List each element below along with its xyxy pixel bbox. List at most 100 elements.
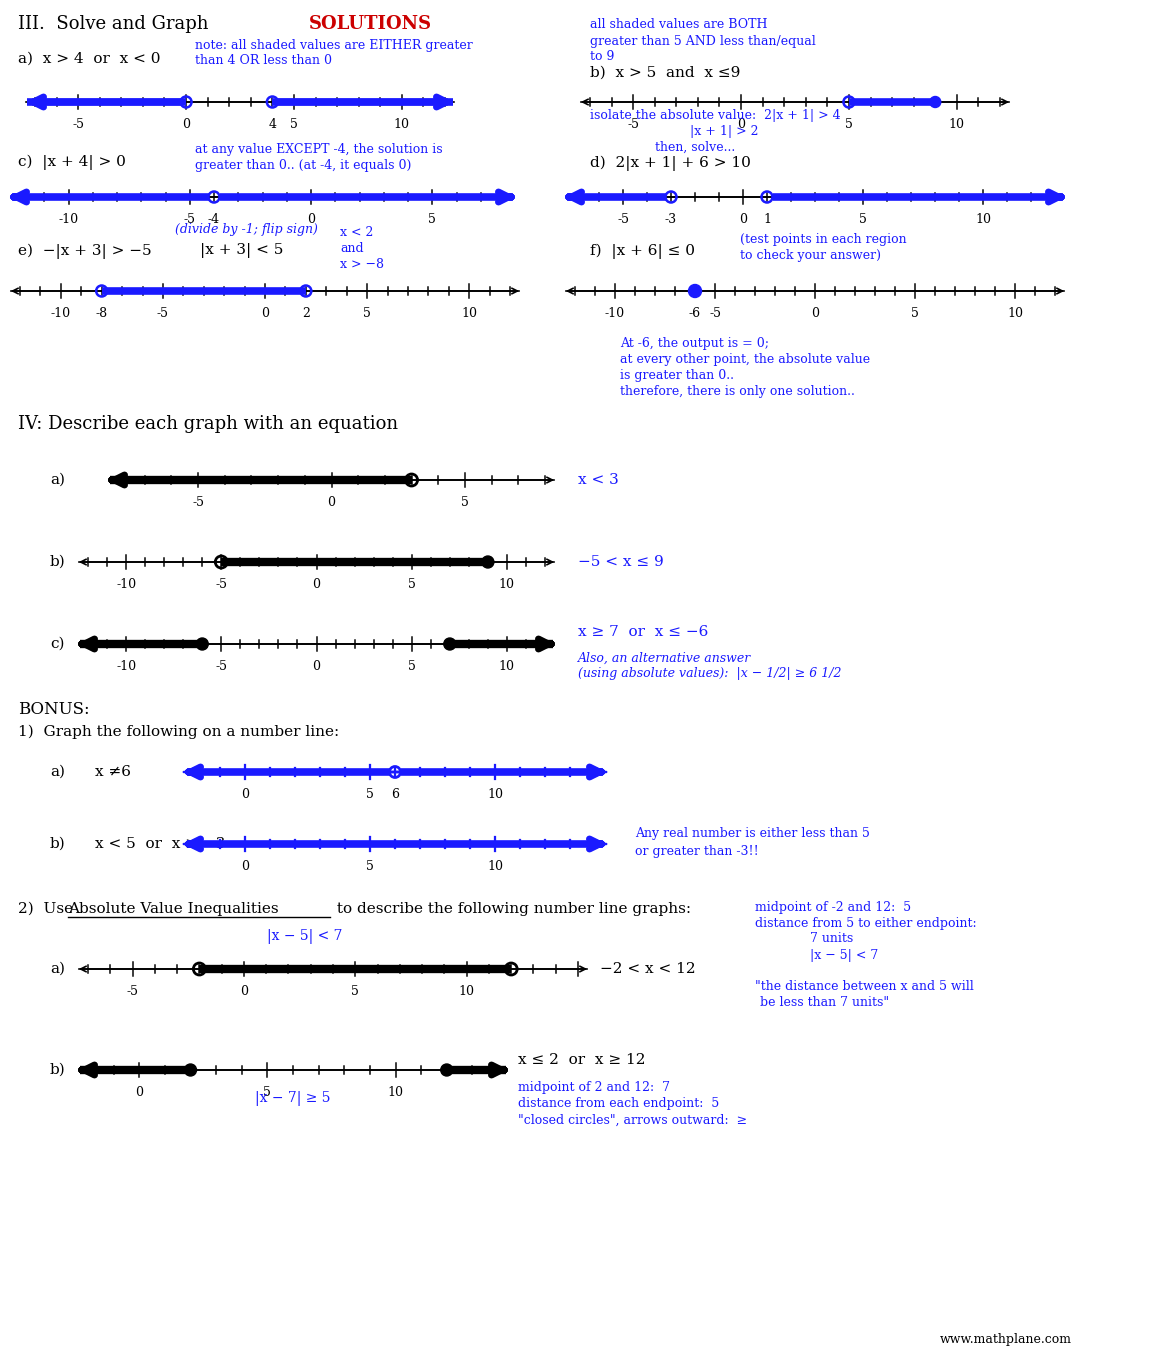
Text: distance from each endpoint:  5: distance from each endpoint: 5 xyxy=(518,1098,720,1110)
Text: than 4 OR less than 0: than 4 OR less than 0 xyxy=(196,54,332,68)
Text: -4: -4 xyxy=(208,212,220,226)
Text: 10: 10 xyxy=(1007,306,1023,320)
Text: SOLUTIONS: SOLUTIONS xyxy=(309,15,432,33)
Text: 10: 10 xyxy=(458,985,474,998)
Circle shape xyxy=(197,637,208,650)
Text: 0: 0 xyxy=(312,577,320,591)
Text: -10: -10 xyxy=(59,212,79,226)
Text: |x + 1| > 2: |x + 1| > 2 xyxy=(690,124,759,138)
Text: 10: 10 xyxy=(388,1086,404,1099)
Text: -10: -10 xyxy=(116,661,137,673)
Text: At -6, the output is = 0;: At -6, the output is = 0; xyxy=(620,336,769,350)
Text: a): a) xyxy=(50,962,65,977)
Text: 1)  Graph the following on a number line:: 1) Graph the following on a number line: xyxy=(19,725,339,740)
Text: -10: -10 xyxy=(605,306,625,320)
Text: (test points in each region: (test points in each region xyxy=(740,233,907,245)
Text: -10: -10 xyxy=(116,577,137,591)
Text: e)  −|x + 3| > −5: e) −|x + 3| > −5 xyxy=(19,244,152,259)
Text: 10: 10 xyxy=(499,661,515,673)
Text: x ≠6: x ≠6 xyxy=(95,765,131,779)
Text: 5: 5 xyxy=(363,306,371,320)
Text: 6: 6 xyxy=(391,789,399,801)
Text: then, solve...: then, solve... xyxy=(655,140,735,154)
Text: 0: 0 xyxy=(312,661,320,673)
Text: 0: 0 xyxy=(739,212,747,226)
Text: 5: 5 xyxy=(290,118,297,131)
Text: 0: 0 xyxy=(135,1086,143,1099)
Text: 0: 0 xyxy=(239,985,248,998)
Circle shape xyxy=(184,1064,197,1076)
Text: all shaded values are BOTH: all shaded values are BOTH xyxy=(590,19,767,31)
Text: 10: 10 xyxy=(487,859,503,873)
Text: a): a) xyxy=(50,765,65,779)
Text: greater than 0.. (at -4, it equals 0): greater than 0.. (at -4, it equals 0) xyxy=(196,158,412,172)
Text: |x + 3| < 5: |x + 3| < 5 xyxy=(200,244,283,259)
Text: -5: -5 xyxy=(184,212,196,226)
Text: BONUS:: BONUS: xyxy=(19,700,89,718)
Text: distance from 5 to either endpoint:: distance from 5 to either endpoint: xyxy=(756,917,977,929)
Text: −2 < x < 12: −2 < x < 12 xyxy=(600,962,695,977)
Text: III.  Solve and Graph: III. Solve and Graph xyxy=(19,15,208,33)
Text: note: all shaded values are EITHER greater: note: all shaded values are EITHER great… xyxy=(196,38,473,52)
Text: |x − 7| ≥ 5: |x − 7| ≥ 5 xyxy=(256,1091,331,1106)
Text: 0: 0 xyxy=(811,306,819,320)
Text: 0: 0 xyxy=(241,789,249,801)
Text: a)  x > 4  or  x < 0: a) x > 4 or x < 0 xyxy=(19,52,161,65)
Text: at any value EXCEPT -4, the solution is: at any value EXCEPT -4, the solution is xyxy=(196,143,443,155)
Text: Any real number is either less than 5: Any real number is either less than 5 xyxy=(635,828,870,840)
Text: b): b) xyxy=(50,838,66,851)
Text: midpoint of 2 and 12:  7: midpoint of 2 and 12: 7 xyxy=(518,1081,670,1095)
Text: x < 3: x < 3 xyxy=(578,473,619,488)
Text: "the distance between x and 5 will: "the distance between x and 5 will xyxy=(756,981,974,993)
Text: (using absolute values):  |x − 1/2| ≥ 6 1/2: (using absolute values): |x − 1/2| ≥ 6 1… xyxy=(578,667,841,681)
Text: a): a) xyxy=(50,473,65,488)
Text: 10: 10 xyxy=(499,577,515,591)
Text: -5: -5 xyxy=(627,118,639,131)
Text: Absolute Value Inequalities: Absolute Value Inequalities xyxy=(68,902,279,917)
Text: IV: Describe each graph with an equation: IV: Describe each graph with an equation xyxy=(19,415,398,433)
Text: 0: 0 xyxy=(737,118,745,131)
Text: |x − 5| < 7: |x − 5| < 7 xyxy=(267,929,342,944)
Text: -5: -5 xyxy=(215,577,227,591)
Text: at every other point, the absolute value: at every other point, the absolute value xyxy=(620,353,870,365)
Text: -6: -6 xyxy=(688,306,701,320)
Text: 2)  Use: 2) Use xyxy=(19,902,78,917)
Text: -5: -5 xyxy=(617,212,629,226)
Text: 2: 2 xyxy=(302,306,310,320)
Text: 1: 1 xyxy=(762,212,771,226)
Text: x < 2: x < 2 xyxy=(340,226,374,240)
Text: 5: 5 xyxy=(911,306,919,320)
Text: −5 < x ≤ 9: −5 < x ≤ 9 xyxy=(578,554,664,569)
Text: 10: 10 xyxy=(393,118,410,131)
Text: d)  2|x + 1| + 6 > 10: d) 2|x + 1| + 6 > 10 xyxy=(590,155,751,170)
Text: 5: 5 xyxy=(407,661,415,673)
Text: 5: 5 xyxy=(460,496,469,509)
Text: and: and xyxy=(340,242,363,256)
Text: 10: 10 xyxy=(975,212,992,226)
Text: 5: 5 xyxy=(407,577,415,591)
Text: 5: 5 xyxy=(428,212,436,226)
Text: |x − 5| < 7: |x − 5| < 7 xyxy=(810,948,878,962)
Text: -5: -5 xyxy=(72,118,84,131)
Text: x < 5  or  x ≥ −3: x < 5 or x ≥ −3 xyxy=(95,838,226,851)
Text: 0: 0 xyxy=(327,496,336,509)
Text: -8: -8 xyxy=(96,306,108,320)
Text: x ≤ 2  or  x ≥ 12: x ≤ 2 or x ≥ 12 xyxy=(518,1053,646,1066)
Text: -5: -5 xyxy=(709,306,721,320)
Text: 0: 0 xyxy=(307,212,315,226)
Text: b)  x > 5  and  x ≤9: b) x > 5 and x ≤9 xyxy=(590,65,740,80)
Text: midpoint of -2 and 12:  5: midpoint of -2 and 12: 5 xyxy=(756,900,911,914)
Text: to 9: to 9 xyxy=(590,50,614,64)
Text: to check your answer): to check your answer) xyxy=(740,248,880,262)
Text: www.mathplane.com: www.mathplane.com xyxy=(939,1333,1073,1347)
Circle shape xyxy=(930,97,941,108)
Circle shape xyxy=(688,285,701,297)
Circle shape xyxy=(481,556,494,568)
Text: -3: -3 xyxy=(665,212,677,226)
Text: greater than 5 AND less than/equal: greater than 5 AND less than/equal xyxy=(590,34,816,48)
Text: be less than 7 units": be less than 7 units" xyxy=(760,997,889,1009)
Text: 0: 0 xyxy=(261,306,268,320)
Text: 5: 5 xyxy=(366,789,374,801)
Text: -5: -5 xyxy=(215,661,227,673)
Text: 0: 0 xyxy=(182,118,190,131)
